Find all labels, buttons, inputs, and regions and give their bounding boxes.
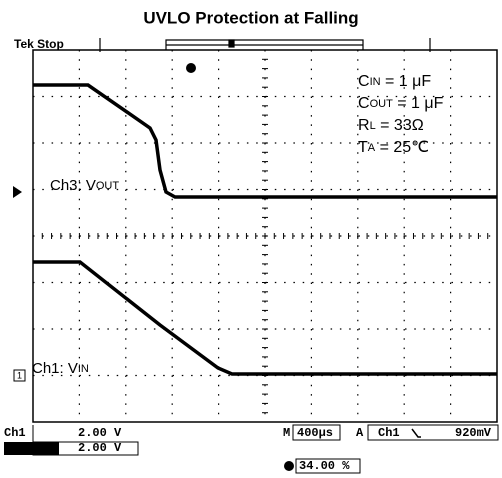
- ch3-scale: 2.00 V: [78, 441, 122, 455]
- trigger-source: Ch1: [378, 426, 400, 440]
- condition-main: T: [358, 139, 368, 156]
- timebase-box: [292, 424, 341, 441]
- trigger-level: 920mV: [455, 426, 492, 440]
- trigger-mode: A: [356, 426, 364, 440]
- svg-text:1: 1: [17, 370, 22, 380]
- trigger-marker: [186, 63, 196, 73]
- channel-label: Ch3: VOUT: [50, 177, 119, 194]
- ch1-name: Ch1: [4, 426, 26, 440]
- condition-main: R: [358, 117, 370, 134]
- condition-sub: A: [368, 142, 376, 154]
- timebase: 400μs: [297, 426, 333, 440]
- condition-main: C: [358, 73, 370, 90]
- condition-rest: = 33Ω: [376, 117, 424, 134]
- condition-rest: = 1 μF: [381, 73, 432, 90]
- condition-sub: OUT: [370, 98, 394, 110]
- title: UVLO Protection at Falling: [143, 8, 358, 27]
- condition-sub: L: [370, 120, 376, 132]
- position-icon: [284, 461, 294, 471]
- timebase-prefix: M: [283, 426, 290, 440]
- vin-trace: [33, 260, 497, 376]
- condition-main: C: [358, 95, 370, 112]
- condition-sub: IN: [370, 76, 381, 88]
- condition: CIN = 1 μF: [358, 73, 431, 90]
- trigger-position: 34.00 %: [299, 459, 350, 473]
- condition-rest: = 1 μF: [393, 95, 444, 112]
- condition-rest: = 25℃: [375, 139, 429, 156]
- graticule: [32, 49, 498, 423]
- ch1-scale: 2.00 V: [78, 426, 122, 440]
- slope-icon: [411, 428, 421, 438]
- position-box: [295, 458, 361, 474]
- condition: COUT = 1 μF: [358, 95, 444, 112]
- channel-label: Ch1: VIN: [32, 360, 89, 377]
- condition: TA = 25℃: [358, 139, 429, 156]
- ch3-marker: [13, 186, 22, 198]
- ch3-name-box: [4, 442, 59, 455]
- top-bar: [99, 38, 431, 52]
- status: Tek Stop: [14, 37, 64, 51]
- condition: RL = 33Ω: [358, 117, 424, 134]
- trigger-box: [367, 424, 499, 441]
- ch1-marker: 1: [13, 369, 26, 382]
- vout-trace: [33, 83, 497, 199]
